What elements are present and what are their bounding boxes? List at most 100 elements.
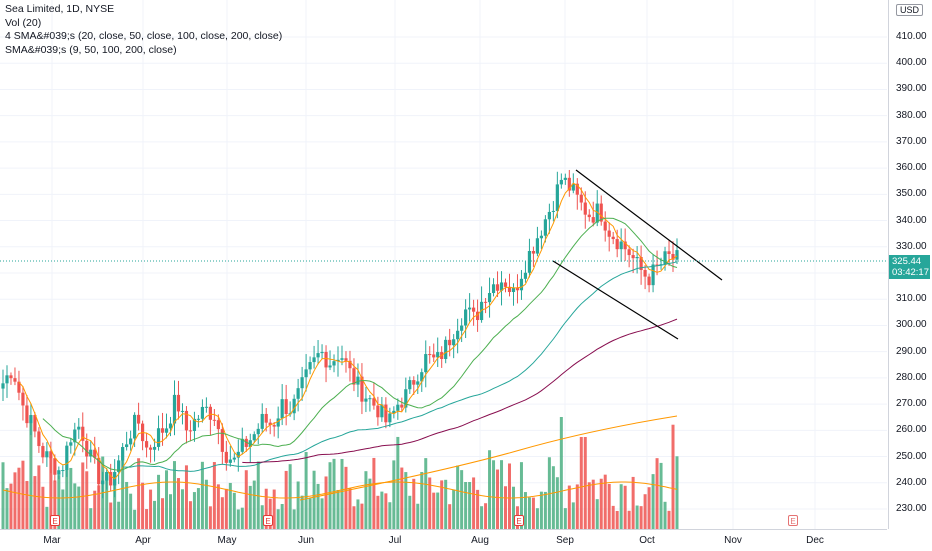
volume-bar xyxy=(324,476,328,529)
volume-bar xyxy=(73,483,77,529)
candle-body xyxy=(555,184,559,211)
candle-body xyxy=(85,440,89,457)
volume-bar xyxy=(316,483,320,529)
candle-body xyxy=(388,413,392,423)
volume-bar xyxy=(472,477,476,529)
candle-body xyxy=(65,445,69,471)
volume-bar xyxy=(252,480,256,529)
candle-body xyxy=(352,368,356,385)
volume-bar xyxy=(567,485,571,529)
volume-bar xyxy=(364,471,368,529)
candle-body xyxy=(61,470,65,472)
volume-bar xyxy=(113,473,117,529)
candle-body xyxy=(77,426,81,430)
chart-area[interactable]: Sea Limited, 1D, NYSE Vol (20) 4 SMA&#03… xyxy=(0,0,887,529)
volume-bar xyxy=(141,482,145,529)
legend-sma4[interactable]: 4 SMA&#039;s (20, close, 50, close, 100,… xyxy=(5,30,283,42)
volume-bar xyxy=(300,495,304,529)
candle-body xyxy=(599,203,603,222)
candle-body xyxy=(456,330,460,340)
time-axis[interactable]: Mar Apr May Jun Jul Aug Sep Oct Nov Dec xyxy=(0,529,887,551)
candle-body xyxy=(228,459,232,463)
price-tick-label: 340.00 xyxy=(896,214,927,226)
candle-body xyxy=(13,378,17,382)
candle-body xyxy=(472,307,476,312)
candle-body xyxy=(125,444,129,448)
earnings-marker[interactable]: E xyxy=(263,515,273,526)
volume-bar xyxy=(260,505,264,529)
price-tick-label: 230.00 xyxy=(896,503,927,514)
candle-body xyxy=(152,446,157,450)
volume-bar xyxy=(611,505,615,529)
candle-body xyxy=(627,249,631,256)
volume-bar xyxy=(125,481,129,529)
volume-bar xyxy=(587,482,591,529)
volume-bar xyxy=(563,508,567,529)
candle-body xyxy=(156,428,161,447)
volume-bar xyxy=(380,491,384,529)
candle-body xyxy=(232,457,236,460)
legend-volume[interactable]: Vol (20) xyxy=(5,16,42,29)
volume-bar xyxy=(360,503,364,529)
volume-bar xyxy=(172,461,176,529)
volume-bar xyxy=(41,486,45,529)
candle-body xyxy=(428,354,432,356)
volume-bar xyxy=(33,476,37,529)
volume-bar xyxy=(21,460,25,529)
volume-bar xyxy=(169,494,173,529)
candle-body xyxy=(29,415,33,424)
volume-bar xyxy=(65,469,69,529)
volume-bar xyxy=(69,467,73,529)
earnings-marker[interactable]: E xyxy=(514,515,524,526)
currency-button[interactable]: USD xyxy=(896,4,924,16)
price-tick-label: 280.00 xyxy=(896,371,927,383)
candle-body xyxy=(495,284,500,291)
legend-symbol[interactable]: Sea Limited, 1D, NYSE xyxy=(5,3,115,15)
volume-bar xyxy=(547,457,551,529)
earnings-marker[interactable]: E xyxy=(788,515,798,526)
candle-body xyxy=(475,311,480,321)
volume-bar xyxy=(192,492,196,529)
candle-body xyxy=(523,272,528,279)
candle-body xyxy=(527,251,532,273)
candle-body xyxy=(579,194,583,203)
volume-bar xyxy=(272,489,276,529)
candle-body xyxy=(587,214,591,218)
volume-bar xyxy=(671,424,675,529)
volume-bar xyxy=(280,504,284,529)
volume-bar xyxy=(157,474,161,529)
legend-sma3[interactable]: SMA&#039;s (9, 50, 100, 200, close) xyxy=(5,43,177,56)
volume-bar xyxy=(248,485,252,529)
sma-long-line xyxy=(299,415,678,501)
volume-bar xyxy=(340,458,344,529)
volume-bar xyxy=(595,499,599,529)
volume-bar xyxy=(244,470,248,529)
candle-body xyxy=(69,442,73,446)
volume-bar xyxy=(488,450,492,529)
candle-body xyxy=(284,399,288,414)
candle-body xyxy=(539,235,544,239)
candle-body xyxy=(304,369,308,378)
candle-body xyxy=(37,431,41,447)
volume-bar xyxy=(61,489,65,529)
candle-body xyxy=(312,357,316,363)
candle-body xyxy=(591,217,595,223)
candle-body xyxy=(332,361,336,366)
volume-bar xyxy=(440,480,444,529)
volume-bar xyxy=(216,484,220,529)
volume-bar xyxy=(165,470,169,529)
candle-body xyxy=(460,325,464,331)
volume-bar xyxy=(5,488,9,529)
candle-body xyxy=(204,406,208,408)
candle-body xyxy=(671,253,675,260)
candle-body xyxy=(308,362,312,370)
earnings-marker[interactable]: E xyxy=(50,515,60,526)
volume-bar xyxy=(511,486,515,529)
candle-body xyxy=(575,183,579,195)
price-tick-label: 360.00 xyxy=(896,162,927,174)
price-chart[interactable] xyxy=(0,0,887,529)
candle-body xyxy=(384,404,388,423)
candle-body xyxy=(507,286,512,293)
candle-body xyxy=(101,480,105,485)
candle-body xyxy=(571,183,575,191)
